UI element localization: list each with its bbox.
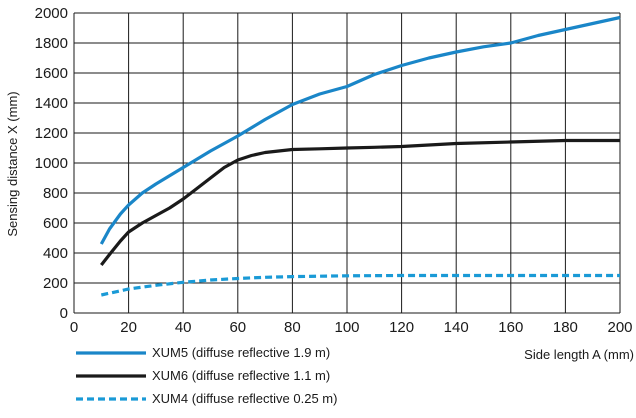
y-tick-label: 1400 <box>35 95 68 112</box>
series-line-2 <box>100 138 620 266</box>
legend-label-3: XUM4 (diffuse reflective 0.25 m) <box>152 391 337 406</box>
x-tick-label: 80 <box>284 319 301 336</box>
grid <box>73 12 621 314</box>
x-axis-label: Side length A (mm) <box>524 347 634 362</box>
y-tick-label: 200 <box>43 275 68 292</box>
x-tick-label: 160 <box>498 319 523 336</box>
legend-label-2: XUM6 (diffuse reflective 1.1 m) <box>152 368 330 383</box>
y-tick-label: 1000 <box>35 155 68 172</box>
x-tick-label: 180 <box>553 319 578 336</box>
y-tick-label: 1800 <box>35 35 68 52</box>
y-tick-labels: 0 200 400 600 800 1000 1200 1400 1600 1800 2000 <box>35 5 68 322</box>
y-tick-label: 600 <box>43 215 68 232</box>
x-tick-label: 40 <box>175 319 192 336</box>
x-tick-label: 200 <box>607 319 632 336</box>
y-tick-label: 800 <box>43 185 68 202</box>
x-tick-labels: 0 20 40 60 80 100 120 140 160 180 200 <box>70 319 633 336</box>
x-tick-label: 20 <box>120 319 137 336</box>
y-axis-label: Sensing distance X (mm) <box>5 91 20 236</box>
y-tick-label: 0 <box>60 305 68 322</box>
x-tick-label: 60 <box>229 319 246 336</box>
legend: XUM5 (diffuse reflective 1.9 m) XUM6 (dif… <box>76 345 337 406</box>
y-tick-label: 1200 <box>35 125 68 142</box>
series-line-3 <box>100 273 620 297</box>
x-tick-label: 140 <box>444 319 469 336</box>
x-tick-label: 120 <box>389 319 414 336</box>
y-tick-label: 1600 <box>35 65 68 82</box>
legend-label-1: XUM5 (diffuse reflective 1.9 m) <box>152 345 330 360</box>
y-tick-label: 400 <box>43 245 68 262</box>
series-line-1 <box>99 15 621 245</box>
y-tick-label: 2000 <box>35 5 68 22</box>
series-lines <box>99 15 621 297</box>
x-tick-label: 100 <box>334 319 359 336</box>
x-tick-label: 0 <box>70 319 78 336</box>
